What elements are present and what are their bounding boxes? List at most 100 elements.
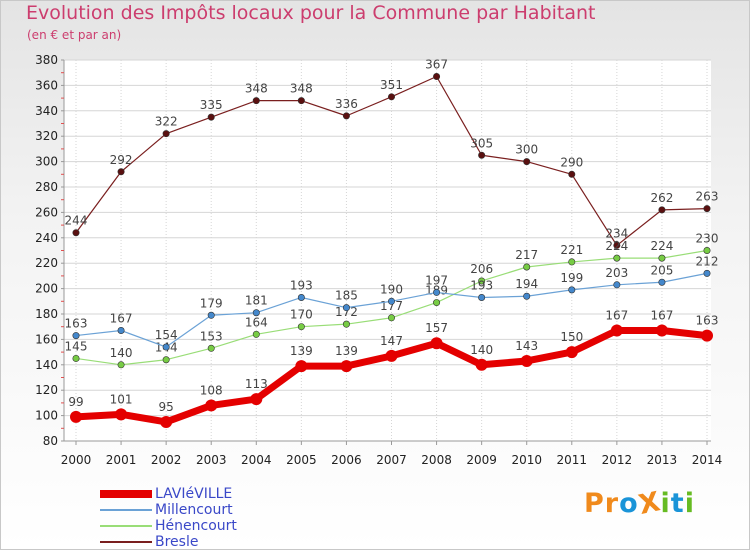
data-label: 157 bbox=[425, 321, 448, 335]
data-point bbox=[613, 241, 621, 249]
data-point bbox=[475, 358, 488, 371]
legend-label: Millencourt bbox=[155, 502, 233, 518]
data-point bbox=[658, 206, 666, 214]
data-label: 292 bbox=[110, 153, 133, 167]
x-tick-label: 2004 bbox=[241, 453, 272, 467]
proxiti-logo: ProXiti bbox=[584, 486, 695, 521]
data-point bbox=[568, 258, 576, 266]
data-point bbox=[342, 320, 350, 328]
data-label: 150 bbox=[560, 330, 583, 344]
y-tick-label: 360 bbox=[35, 78, 58, 92]
data-point bbox=[295, 360, 308, 373]
y-tick-label: 180 bbox=[35, 307, 58, 321]
y-tick-label: 120 bbox=[35, 383, 58, 397]
data-label: 199 bbox=[560, 271, 583, 285]
x-tick-label: 2007 bbox=[376, 453, 407, 467]
legend-swatch bbox=[100, 541, 152, 543]
data-label: 147 bbox=[380, 334, 403, 348]
data-point bbox=[433, 288, 441, 296]
data-point bbox=[162, 343, 170, 351]
data-point bbox=[160, 415, 173, 428]
data-point bbox=[658, 278, 666, 286]
data-point bbox=[342, 112, 350, 120]
data-label: 163 bbox=[65, 317, 88, 331]
legend-swatch bbox=[100, 525, 152, 527]
data-label: 143 bbox=[515, 339, 538, 353]
data-label: 181 bbox=[245, 294, 268, 308]
data-point bbox=[520, 354, 533, 367]
data-label: 99 bbox=[68, 395, 83, 409]
legend-label: Hénencourt bbox=[155, 518, 237, 534]
data-label: 244 bbox=[65, 214, 88, 228]
plot-area bbox=[64, 60, 711, 441]
data-point bbox=[523, 263, 531, 271]
data-point bbox=[478, 293, 486, 301]
x-tick-label: 2010 bbox=[511, 453, 542, 467]
x-tick-label: 2005 bbox=[286, 453, 317, 467]
x-tick-label: 2008 bbox=[421, 453, 452, 467]
data-point bbox=[610, 324, 623, 337]
y-tick-label: 240 bbox=[35, 231, 58, 245]
data-point bbox=[433, 73, 441, 81]
data-label: 154 bbox=[155, 328, 178, 342]
data-label: 203 bbox=[605, 266, 628, 280]
data-label: 179 bbox=[200, 296, 223, 310]
data-label: 164 bbox=[245, 315, 268, 329]
data-point bbox=[478, 151, 486, 159]
x-tick-label: 2009 bbox=[466, 453, 497, 467]
data-point bbox=[70, 410, 82, 423]
x-tick-label: 2013 bbox=[647, 453, 678, 467]
x-tick-label: 2014 bbox=[692, 453, 723, 467]
data-point bbox=[703, 269, 711, 277]
data-label: 139 bbox=[335, 344, 358, 358]
data-point bbox=[162, 356, 170, 364]
data-label: 140 bbox=[110, 346, 133, 360]
data-point bbox=[342, 304, 350, 312]
data-label: 290 bbox=[560, 155, 583, 169]
data-point bbox=[478, 277, 486, 285]
y-tick-label: 220 bbox=[35, 256, 58, 270]
data-label: 348 bbox=[245, 82, 268, 96]
data-point bbox=[250, 393, 263, 406]
data-point bbox=[252, 309, 260, 317]
data-label: 217 bbox=[515, 248, 538, 262]
data-label: 224 bbox=[650, 239, 673, 253]
y-tick-label: 200 bbox=[35, 282, 58, 296]
data-point bbox=[162, 130, 170, 138]
data-label: 140 bbox=[470, 343, 493, 357]
y-tick-label: 340 bbox=[35, 104, 58, 118]
data-point bbox=[207, 113, 215, 121]
data-point bbox=[117, 361, 125, 369]
data-label: 194 bbox=[515, 277, 538, 291]
data-label: 300 bbox=[515, 143, 538, 157]
x-tick-label: 2011 bbox=[557, 453, 588, 467]
data-point bbox=[297, 97, 305, 105]
y-tick-label: 80 bbox=[43, 434, 58, 448]
data-point bbox=[72, 354, 80, 362]
data-point bbox=[613, 254, 621, 262]
data-label: 206 bbox=[470, 262, 493, 276]
data-point bbox=[568, 286, 576, 294]
y-tick-label: 320 bbox=[35, 129, 58, 143]
data-point bbox=[72, 229, 80, 237]
data-point bbox=[205, 399, 218, 412]
data-point bbox=[385, 349, 398, 362]
data-label: 262 bbox=[650, 191, 673, 205]
data-label: 224 bbox=[605, 239, 628, 253]
data-point bbox=[703, 247, 711, 255]
data-label: 305 bbox=[470, 136, 493, 150]
data-point bbox=[565, 346, 578, 359]
data-point bbox=[523, 158, 531, 166]
data-label: 212 bbox=[696, 254, 719, 268]
data-point bbox=[430, 337, 443, 350]
data-point bbox=[115, 408, 128, 421]
x-tick-label: 2002 bbox=[151, 453, 182, 467]
data-point bbox=[703, 205, 711, 213]
data-point bbox=[613, 281, 621, 289]
x-tick-label: 2012 bbox=[602, 453, 633, 467]
y-tick-label: 380 bbox=[35, 53, 58, 67]
data-label: 234 bbox=[605, 226, 628, 240]
y-tick-label: 300 bbox=[35, 155, 58, 169]
data-point bbox=[387, 93, 395, 101]
data-label: 193 bbox=[290, 278, 313, 292]
